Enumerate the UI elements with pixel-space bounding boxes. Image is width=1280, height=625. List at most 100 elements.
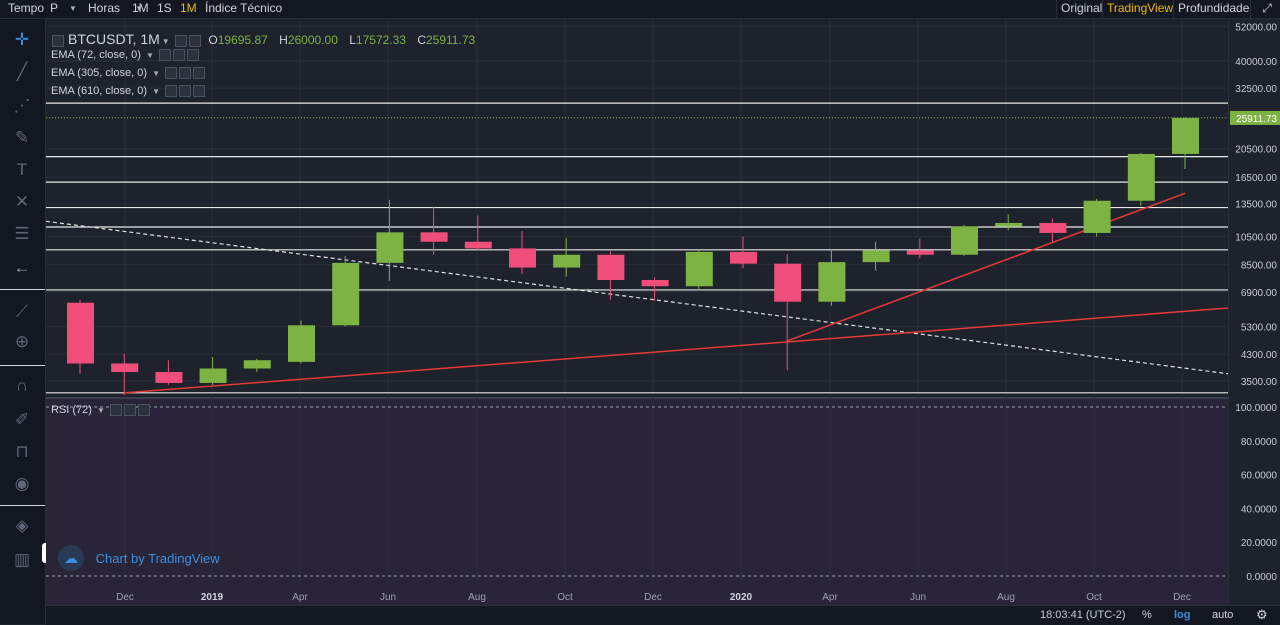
text-tool-icon[interactable]: T: [16, 160, 28, 179]
price-tick-label: 10500.00: [1235, 233, 1277, 244]
zoom-icon[interactable]: ⊕: [14, 332, 30, 351]
candle-body: [1172, 117, 1199, 154]
candle-body: [818, 262, 846, 302]
settings-icon[interactable]: [179, 85, 192, 98]
price-tick-label: 16500.00: [1235, 173, 1277, 184]
x-axis-label: Apr: [822, 592, 838, 603]
settings-icon[interactable]: [175, 34, 188, 47]
x-axis-label: Dec: [1173, 592, 1191, 603]
eye-icon[interactable]: [110, 404, 123, 417]
candle-body: [685, 251, 713, 287]
eye-icon[interactable]: [165, 67, 178, 80]
low-value: 17572.33: [355, 33, 406, 47]
toolbar-item-horas[interactable]: Horas: [88, 1, 121, 15]
ema-610-legend[interactable]: EMA (610, close, 0) ▼: [51, 85, 206, 98]
ema-label: EMA (305, close, 0): [51, 67, 147, 79]
open-label: O: [208, 33, 218, 47]
rsi-tick-label: 0.0000: [1246, 572, 1277, 583]
candle-body: [730, 251, 757, 264]
lock-icon[interactable]: ⊓: [15, 442, 29, 461]
toolbar-item-p[interactable]: P: [50, 1, 59, 15]
symbol-name[interactable]: BTCUSDT, 1M: [68, 31, 160, 47]
price-tick-label: 40000.00: [1235, 57, 1277, 68]
settings-icon[interactable]: [189, 34, 202, 47]
x-axis-label: Apr: [292, 592, 308, 603]
candle-body: [597, 254, 625, 281]
rsi-pane-bg: [46, 399, 1228, 605]
eye-icon[interactable]: [158, 49, 171, 62]
crosshair-icon[interactable]: ✛: [14, 30, 30, 49]
prediction-icon[interactable]: ☰: [14, 224, 30, 243]
toolbar-item-1s[interactable]: 1S: [157, 1, 172, 15]
close-label: C: [417, 33, 426, 47]
toolbar-item-tempo[interactable]: Tempo: [8, 1, 45, 15]
layers-icon[interactable]: ◈: [15, 516, 29, 535]
brush-icon[interactable]: ✎: [14, 128, 30, 147]
close-icon[interactable]: [193, 67, 206, 80]
sidebar-divider: [0, 289, 45, 290]
x-axis-label: Oct: [1086, 592, 1102, 603]
ruler-icon[interactable]: ⟋: [16, 302, 28, 321]
sidebar-divider: [0, 505, 45, 506]
price-tick-label: 4300.00: [1241, 350, 1278, 361]
x-axis-label: Aug: [997, 592, 1015, 603]
pattern-icon[interactable]: ✕: [14, 192, 30, 211]
toolbar-item--ndice-t-cnico[interactable]: Índice Técnico: [205, 1, 283, 15]
collapse-icon[interactable]: [52, 34, 64, 47]
sidebar-divider: [0, 365, 45, 366]
fib-tool-icon[interactable]: ⋰: [13, 96, 31, 115]
price-chart[interactable]: Dec 2019 Apr Jun Aug Oct Dec 2020 Apr Jun Aug Oct De…: [46, 19, 1228, 605]
x-axis-label: Oct: [557, 592, 573, 603]
candle-body: [67, 302, 94, 364]
close-icon[interactable]: [138, 404, 151, 417]
chevron-down-icon[interactable]: ▼: [69, 4, 77, 13]
rsi-tick-label: 60.0000: [1241, 471, 1278, 482]
expand-icon[interactable]: ⤢: [1250, 0, 1280, 18]
support-trendline: [124, 307, 1228, 394]
price-tick-label: 32500.00: [1235, 84, 1277, 95]
x-axis-label: Dec: [644, 592, 662, 603]
candle-body: [1039, 222, 1067, 233]
rsi-tick-label: 40.0000: [1241, 504, 1278, 515]
close-icon[interactable]: [186, 49, 199, 62]
candle-body: [1083, 200, 1111, 233]
candle-body: [862, 250, 890, 263]
price-tick-label: 52000.00: [1235, 22, 1277, 33]
last-price-badge: [1230, 110, 1280, 125]
percent-scale-button[interactable]: %: [1142, 609, 1152, 621]
settings-icon[interactable]: [172, 49, 185, 62]
candle-body: [243, 360, 271, 369]
settings-icon[interactable]: [124, 404, 137, 417]
bottom-toolbar: 18:03:41 (UTC-2) % log auto ⚙: [46, 605, 1280, 625]
toolbar-item-tradingview[interactable]: TradingView: [1102, 0, 1177, 18]
tradingview-watermark[interactable]: ☁ Chart by TradingView: [58, 545, 220, 571]
candle-body: [464, 241, 492, 249]
magnet-icon[interactable]: ∩: [15, 376, 29, 395]
lock-drawing-icon[interactable]: ✐: [14, 410, 30, 429]
eye-icon[interactable]: [165, 85, 178, 98]
price-tick-label: 3500.00: [1241, 377, 1278, 388]
sidebar-collapse-handle[interactable]: [42, 543, 49, 563]
price-tick-label: 5300.00: [1241, 323, 1278, 334]
chevron-down-icon[interactable]: ▼: [135, 4, 143, 13]
settings-gear-icon[interactable]: ⚙: [1256, 607, 1268, 622]
trendline-icon[interactable]: ╱: [16, 62, 28, 81]
x-axis-label: Dec: [116, 592, 134, 603]
ema-72-legend[interactable]: EMA (72, close, 0) ▼: [51, 49, 199, 62]
toolbar-item-original[interactable]: Original: [1056, 0, 1106, 18]
trash-icon[interactable]: ▥: [13, 550, 31, 569]
open-value: 19695.87: [217, 33, 268, 47]
close-icon[interactable]: [193, 85, 206, 98]
toolbar-item-1m[interactable]: 1M: [132, 1, 149, 15]
eye-icon[interactable]: ◉: [14, 474, 30, 493]
settings-icon[interactable]: [179, 67, 192, 80]
drawing-toolbar: ✛ ╱ ⋰ ✎ T ✕ ☰ ← ⟋ ⊕ ∩ ✐ ⊓ ◉ ◈ ▥: [0, 19, 49, 624]
toolbar-item-1m[interactable]: 1M: [180, 1, 197, 15]
ema-305-legend[interactable]: EMA (305, close, 0) ▼: [51, 67, 206, 80]
back-arrow-icon[interactable]: ←: [13, 258, 31, 277]
auto-scale-button[interactable]: auto: [1212, 609, 1234, 621]
toolbar-item-profundidade[interactable]: Profundidade: [1173, 0, 1253, 18]
rsi-legend[interactable]: RSI (72) ▼: [51, 404, 151, 417]
price-axis[interactable]: 52000.0040000.0032500.0026000.0020500.00…: [1228, 19, 1280, 605]
log-scale-button[interactable]: log: [1174, 609, 1191, 621]
